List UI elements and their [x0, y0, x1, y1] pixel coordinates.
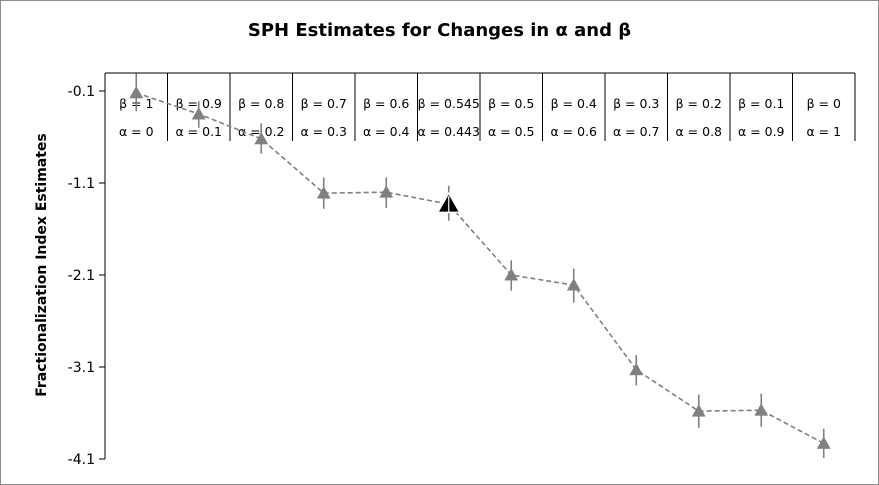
y-tick-label: -1.1	[68, 176, 95, 192]
data-point-marker	[566, 278, 581, 291]
category-beta-label: β = 0.8	[238, 96, 284, 111]
category-alpha-label: α = 0.443	[418, 124, 480, 139]
y-tick-label: -3.1	[68, 360, 95, 376]
category-alpha-label: α = 0.6	[550, 124, 597, 139]
data-point-marker	[629, 362, 644, 376]
data-series	[129, 73, 831, 459]
data-point-marker	[754, 403, 769, 416]
category-beta-label: β = 0.2	[676, 96, 722, 111]
category-table: β = 1α = 0β = 0.9α = 0.1β = 0.8α = 0.2β …	[105, 72, 856, 141]
category-alpha-label: α = 1	[806, 124, 841, 139]
series-line	[135, 92, 825, 445]
data-point-marker	[191, 106, 206, 120]
chart-title: SPH Estimates for Changes in α and β	[247, 20, 632, 41]
category-alpha-label: α = 0.8	[675, 124, 722, 139]
category-beta-label: β = 0.1	[738, 96, 784, 111]
category-alpha-label: α = 0.1	[175, 124, 222, 139]
y-axis: -0.1 -1.1 -2.1 -3.1 -4.1	[68, 73, 106, 468]
data-point-marker	[316, 186, 331, 199]
category-beta-label: β = 0	[807, 96, 841, 111]
category-alpha-label: α = 0.4	[363, 124, 410, 139]
category-beta-label: β = 0.4	[551, 96, 597, 111]
category-alpha-label: α = 0.5	[488, 124, 535, 139]
category-beta-label: β = 0.545	[418, 96, 480, 111]
category-beta-label: β = 0.5	[488, 96, 534, 111]
data-point-marker	[379, 185, 394, 198]
data-point-marker	[504, 267, 519, 281]
category-alpha-label: α = 0.7	[613, 124, 660, 139]
category-alpha-label: α = 0	[119, 124, 154, 139]
data-point-marker	[129, 85, 144, 99]
y-tick-label: -2.1	[68, 268, 95, 284]
category-alpha-label: α = 0.3	[300, 124, 347, 139]
data-point-marker	[254, 131, 269, 145]
data-point-marker	[691, 404, 706, 417]
data-point-marker	[816, 436, 831, 449]
category-beta-label: β = 0.6	[363, 96, 409, 111]
y-tick-label: -0.1	[68, 84, 95, 100]
y-tick-label: -4.1	[68, 452, 95, 468]
category-alpha-label: α = 0.9	[738, 124, 785, 139]
category-beta-label: β = 0.7	[301, 96, 347, 111]
category-beta-label: β = 0.3	[613, 96, 659, 111]
